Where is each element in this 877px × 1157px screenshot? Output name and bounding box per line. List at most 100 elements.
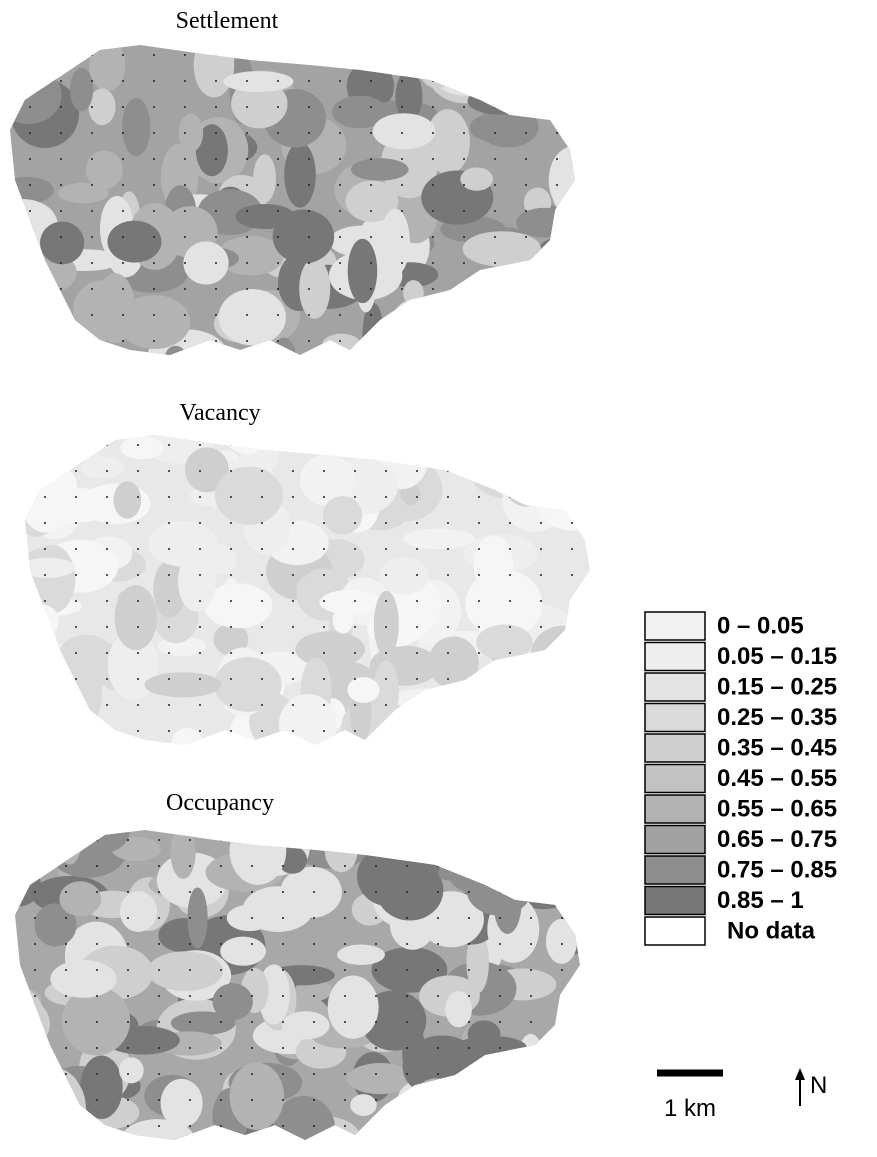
map-patch: [428, 1043, 477, 1066]
sample-point: [153, 54, 155, 56]
map-patch: [506, 1103, 552, 1153]
sample-point: [122, 106, 124, 108]
legend-label: 0.75 – 0.85: [717, 856, 837, 883]
sample-point: [199, 730, 201, 732]
sample-point: [530, 865, 532, 867]
sample-point: [215, 158, 217, 160]
sample-point: [437, 891, 439, 893]
sample-point: [261, 548, 263, 550]
sample-point: [447, 626, 449, 628]
sample-point: [230, 522, 232, 524]
sample-point: [313, 1047, 315, 1049]
sample-point: [153, 210, 155, 212]
sample-point: [168, 678, 170, 680]
sample-point: [282, 969, 284, 971]
map-patch: [469, 422, 516, 471]
sample-point: [34, 1021, 36, 1023]
map-patch: [227, 905, 272, 931]
sample-point: [437, 969, 439, 971]
sample-point: [282, 917, 284, 919]
sample-point: [339, 80, 341, 82]
sample-point: [416, 626, 418, 628]
sample-point: [60, 210, 62, 212]
sample-point: [127, 943, 129, 945]
sample-point: [447, 600, 449, 602]
map-patch: [107, 221, 161, 263]
sample-point: [282, 1099, 284, 1101]
sample-point: [65, 1125, 67, 1127]
sample-point: [168, 496, 170, 498]
map-patch: [390, 298, 450, 352]
map-patch: [504, 684, 548, 722]
sample-point: [277, 210, 279, 212]
map-patch: [373, 113, 436, 149]
sample-point: [525, 54, 527, 56]
sample-point: [277, 314, 279, 316]
sample-point: [122, 340, 124, 342]
sample-point: [220, 1047, 222, 1049]
sample-point: [406, 995, 408, 997]
sample-point: [385, 574, 387, 576]
sample-point: [137, 652, 139, 654]
map-patch: [426, 109, 470, 174]
map-patch: [5, 9, 75, 72]
sample-point: [158, 891, 160, 893]
map-patch: [570, 655, 601, 723]
sample-point: [509, 600, 511, 602]
sample-point: [65, 865, 67, 867]
sample-point: [339, 158, 341, 160]
legend-swatch: [645, 643, 705, 671]
map-patch: [452, 1064, 521, 1103]
sample-point: [370, 340, 372, 342]
sample-point: [34, 1125, 36, 1127]
legend-label: 0.45 – 0.55: [717, 765, 837, 792]
map-patch: [59, 881, 101, 916]
sample-point: [96, 1125, 98, 1127]
sample-point: [509, 704, 511, 706]
map-patch: [428, 823, 449, 860]
sample-point: [75, 678, 77, 680]
sample-point: [375, 1099, 377, 1101]
sample-point: [370, 158, 372, 160]
sample-point: [323, 522, 325, 524]
sample-point: [220, 995, 222, 997]
sample-point: [308, 54, 310, 56]
map-patch: [544, 435, 579, 463]
map-patch: [474, 536, 514, 595]
sample-point: [137, 548, 139, 550]
sample-point: [478, 496, 480, 498]
sample-point: [127, 917, 129, 919]
sample-point: [509, 444, 511, 446]
sample-point: [91, 184, 93, 186]
sample-point: [75, 470, 77, 472]
sample-point: [199, 626, 201, 628]
sample-point: [65, 943, 67, 945]
sample-point: [437, 865, 439, 867]
sample-point: [34, 969, 36, 971]
sample-point: [91, 340, 93, 342]
sample-point: [91, 236, 93, 238]
map-patch: [120, 891, 157, 932]
sample-point: [96, 1099, 98, 1101]
sample-point: [261, 600, 263, 602]
sample-point: [44, 652, 46, 654]
map-patch: [50, 960, 116, 998]
sample-point: [401, 314, 403, 316]
map-patch: [530, 626, 594, 687]
sample-point: [261, 678, 263, 680]
map-patch: [0, 861, 41, 906]
sample-point: [561, 917, 563, 919]
sample-point: [184, 262, 186, 264]
map-patch: [542, 680, 611, 747]
sample-point: [106, 444, 108, 446]
sample-point: [468, 1099, 470, 1101]
legend-label: 0.65 – 0.75: [717, 826, 837, 853]
sample-point: [406, 891, 408, 893]
sample-point: [344, 891, 346, 893]
sample-point: [96, 865, 98, 867]
map-patch: [450, 290, 477, 351]
map-patch: [563, 718, 590, 769]
sample-point: [308, 288, 310, 290]
map-patch: [120, 436, 164, 459]
sample-point: [220, 1021, 222, 1023]
